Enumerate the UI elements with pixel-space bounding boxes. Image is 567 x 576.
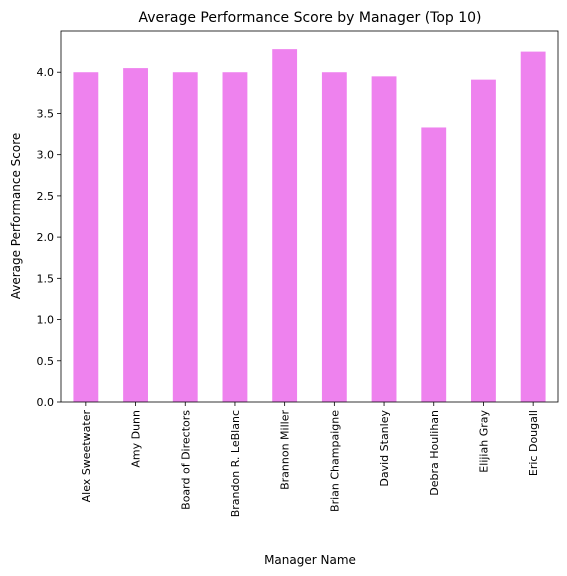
y-axis-label: Average Performance Score: [9, 133, 23, 300]
x-tick-label: Brannon Miller: [279, 410, 292, 490]
x-tick-label: Eric Dougall: [527, 410, 540, 476]
x-tick-label: Brian Champaigne: [328, 410, 341, 512]
y-tick-label: 0.5: [37, 355, 55, 368]
bar: [371, 76, 397, 402]
x-tick-label: Amy Dunn: [130, 410, 143, 468]
bar: [520, 51, 546, 402]
x-tick-label: Board of Directors: [179, 410, 192, 510]
y-tick-label: 2.0: [37, 231, 55, 244]
y-tick-label: 3.5: [37, 107, 55, 120]
bar: [471, 79, 496, 403]
plot-area: 0.0 0.5 1.0 1.5 2.0 2.5 3.0 3.5 4.0 Alex Sweetwat…: [37, 49, 546, 517]
x-tick-label: David Stanley: [378, 410, 391, 487]
x-tick-label: Brandon R. LeBlanc: [229, 410, 242, 517]
bar: [272, 49, 298, 402]
x-tick-label: Debra Houlihan: [428, 410, 441, 496]
bar: [123, 68, 148, 402]
bar: [421, 127, 447, 403]
y-tick-label: 0.0: [37, 396, 55, 409]
bar: [321, 72, 347, 402]
x-axis-label: Manager Name: [264, 553, 356, 567]
bar: [222, 72, 248, 402]
y-tick-label: 2.5: [37, 190, 55, 203]
y-tick-label: 4.0: [37, 66, 55, 79]
y-tick-label: 1.5: [37, 272, 55, 285]
y-tick-label: 1.0: [37, 314, 55, 327]
plot-frame: [60, 30, 559, 403]
y-tick-label: 3.0: [37, 149, 55, 162]
x-tick-label: Elijiah Gray: [477, 410, 490, 473]
bar: [73, 72, 99, 402]
bar: [172, 72, 198, 402]
chart-title: Average Performance Score by Manager (To…: [138, 10, 481, 26]
x-tick-label: Alex Sweetwater: [80, 410, 93, 503]
